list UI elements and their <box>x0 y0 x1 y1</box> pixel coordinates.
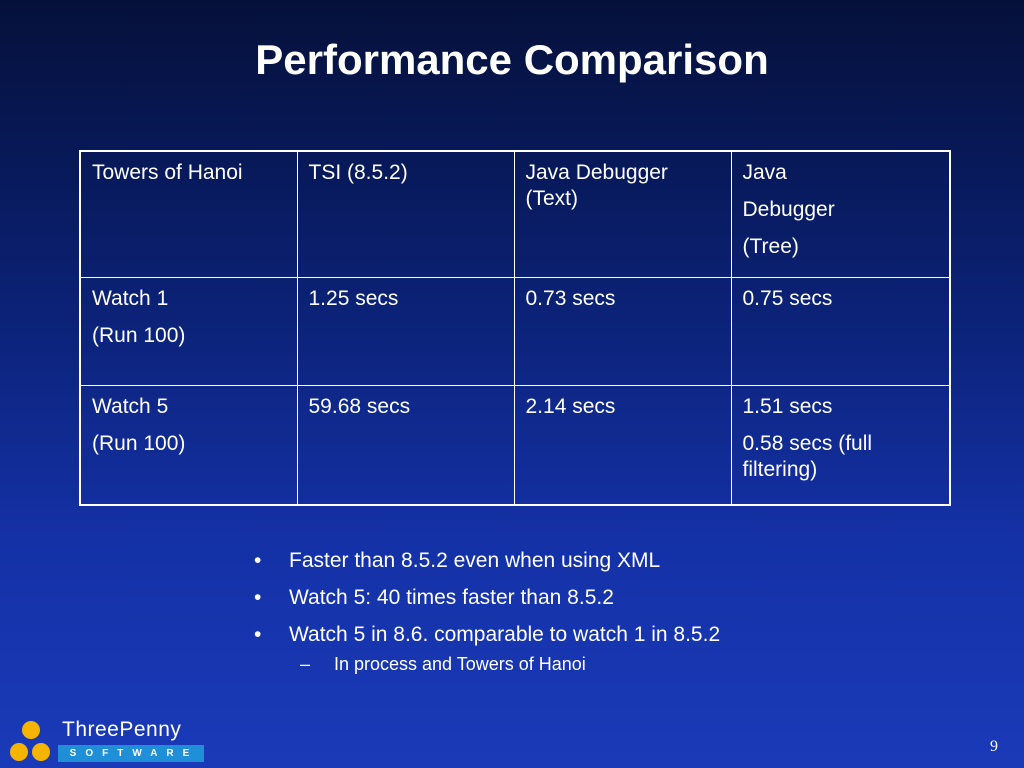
cell-text: 1.51 secs <box>742 394 833 418</box>
table-header-row: Towers of Hanoi TSI (8.5.2) Java Debugge… <box>79 150 951 278</box>
table-cell: 2.14 secs <box>513 384 732 506</box>
cell-text: 0.58 secs (full filtering) <box>742 431 873 481</box>
cell-text: 2.14 secs <box>525 394 616 418</box>
bullet-text: Faster than 8.5.2 even when using XML <box>289 549 661 572</box>
sub-bullet-marker: – <box>300 654 311 674</box>
table-cell: 0.75 secs <box>730 276 951 386</box>
cell-text: (Text) <box>525 187 579 210</box>
table-cell: Watch 1 (Run 100) <box>79 276 298 386</box>
bullet-text: Watch 5: 40 times faster than 8.5.2 <box>289 586 614 609</box>
sub-bullet-item: – In process and Towers of Hanoi <box>248 653 720 675</box>
sub-bullet-text: In process and Towers of Hanoi <box>334 654 586 674</box>
cell-text: Java <box>742 161 787 184</box>
cell-text: 0.75 secs <box>742 286 833 310</box>
page-number: 9 <box>990 738 998 755</box>
bullet-marker: • <box>254 623 262 646</box>
logo-dot-icon <box>32 743 50 761</box>
table-cell: 1.51 secs 0.58 secs (full filtering) <box>730 384 951 506</box>
cell-text: 1.25 secs <box>308 286 399 310</box>
table-cell: TSI (8.5.2) <box>296 150 515 278</box>
cell-text: Watch 5 <box>92 394 169 418</box>
logo-tagline: SOFTWARE <box>58 745 204 762</box>
table-row: Watch 5 (Run 100) 59.68 secs 2.14 secs 1… <box>79 384 951 506</box>
bullet-marker: • <box>254 586 262 609</box>
cell-text: 59.68 secs <box>308 394 411 418</box>
table-cell: Java Debugger (Tree) <box>730 150 951 278</box>
logo-dot-icon <box>10 743 28 761</box>
cell-text: (Run 100) <box>92 431 186 455</box>
slide-title: Performance Comparison <box>255 36 769 83</box>
bullet-item: • Watch 5: 40 times faster than 8.5.2 <box>248 585 720 611</box>
logo-wordmark: ThreePenny <box>62 718 182 741</box>
cell-text: Debugger <box>742 198 835 221</box>
table-cell: Java Debugger (Text) <box>513 150 732 278</box>
cell-text: TSI (8.5.2) <box>308 161 408 184</box>
table-cell: Towers of Hanoi <box>79 150 298 278</box>
table-row: Watch 1 (Run 100) 1.25 secs 0.73 secs 0.… <box>79 276 951 386</box>
cell-text: Watch 1 <box>92 286 169 310</box>
bullet-text: Watch 5 in 8.6. comparable to watch 1 in… <box>289 623 721 646</box>
cell-text: 0.73 secs <box>525 286 616 310</box>
cell-text: Java Debugger <box>525 161 668 184</box>
bullet-list: • Faster than 8.5.2 even when using XML … <box>248 548 720 675</box>
cell-text: Towers of Hanoi <box>92 161 243 184</box>
table-cell: 59.68 secs <box>296 384 515 506</box>
table-cell: Watch 5 (Run 100) <box>79 384 298 506</box>
performance-table: Towers of Hanoi TSI (8.5.2) Java Debugge… <box>79 150 951 506</box>
table-cell: 1.25 secs <box>296 276 515 386</box>
bullet-marker: • <box>254 549 262 572</box>
table-cell: 0.73 secs <box>513 276 732 386</box>
logo-dot-icon <box>22 721 40 739</box>
bullet-item: • Watch 5 in 8.6. comparable to watch 1 … <box>248 622 720 648</box>
bullet-item: • Faster than 8.5.2 even when using XML <box>248 548 720 574</box>
cell-text: (Run 100) <box>92 323 186 347</box>
cell-text: (Tree) <box>742 235 799 258</box>
threepenny-logo: ThreePenny SOFTWARE <box>6 716 206 764</box>
